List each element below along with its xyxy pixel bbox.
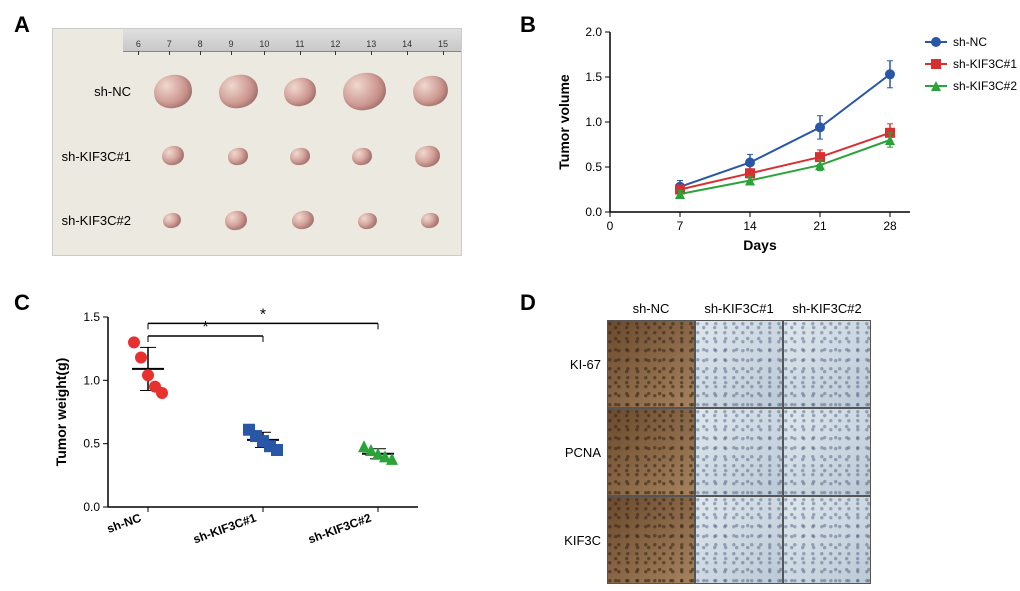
panel-b-label: B bbox=[520, 12, 536, 38]
tumor-specimen bbox=[357, 211, 378, 230]
tumor-row-label: sh-KIF3C#2 bbox=[53, 213, 141, 228]
tumor-specimen bbox=[224, 210, 248, 232]
panel-a-label: A bbox=[14, 12, 30, 38]
svg-text:2.0: 2.0 bbox=[585, 25, 602, 39]
scatter-chart: 0.0 0.5 1.0 1.5 Tumor weight(g) sh-NC sh-KIF3C… bbox=[50, 305, 470, 570]
tumor-specimen bbox=[152, 73, 194, 111]
ruler-tick: 8 bbox=[198, 39, 203, 51]
svg-text:28: 28 bbox=[883, 219, 897, 233]
ihc-row-header: PCNA bbox=[555, 408, 607, 496]
ruler-tick: 6 bbox=[136, 39, 141, 51]
svg-text:sh-NC: sh-NC bbox=[105, 511, 143, 536]
tumor-row: sh-NC bbox=[53, 59, 461, 124]
svg-text:21: 21 bbox=[813, 219, 827, 233]
svg-text:0.5: 0.5 bbox=[83, 437, 100, 451]
tumor-specimen bbox=[414, 144, 441, 168]
svg-text:sh-KIF3C#1: sh-KIF3C#1 bbox=[191, 511, 258, 547]
tumor-specimen bbox=[217, 72, 260, 110]
svg-text:sh-KIF3C#2: sh-KIF3C#2 bbox=[306, 511, 373, 547]
tumor-specimen bbox=[420, 212, 440, 230]
ihc-image bbox=[695, 408, 783, 496]
panel-d-label: D bbox=[520, 290, 536, 316]
ruler-tick: 14 bbox=[402, 39, 412, 51]
ihc-grid: sh-NCsh-KIF3C#1sh-KIF3C#2 KI-67PCNAKIF3C bbox=[555, 298, 871, 584]
ihc-row-header: KIF3C bbox=[555, 496, 607, 584]
svg-text:*: * bbox=[202, 319, 208, 336]
tumor-row: sh-KIF3C#2 bbox=[53, 188, 461, 253]
svg-text:7: 7 bbox=[677, 219, 684, 233]
ihc-col-header: sh-KIF3C#1 bbox=[695, 298, 783, 320]
panel-a: 6 7 8 9 10 11 12 13 14 15 sh-NC sh-KIF3C#1 sh-KIF3C… bbox=[52, 28, 462, 256]
svg-text:14: 14 bbox=[743, 219, 757, 233]
ruler-tick: 15 bbox=[438, 39, 448, 51]
ihc-image bbox=[695, 320, 783, 408]
legend-label: sh-NC bbox=[953, 35, 987, 49]
ruler-tick: 10 bbox=[259, 39, 269, 51]
tumor-specimen bbox=[282, 75, 318, 107]
svg-text:0.0: 0.0 bbox=[585, 205, 602, 219]
ihc-image bbox=[607, 496, 695, 584]
tumor-specimen bbox=[289, 146, 311, 165]
ruler-tick: 11 bbox=[295, 39, 304, 51]
ruler-tick: 12 bbox=[330, 39, 340, 51]
svg-text:Days: Days bbox=[743, 237, 777, 253]
ihc-image bbox=[607, 320, 695, 408]
panel-d: sh-NCsh-KIF3C#1sh-KIF3C#2 KI-67PCNAKIF3C bbox=[555, 298, 975, 588]
tumor-specimen bbox=[161, 145, 186, 167]
tumor-rows: sh-NC sh-KIF3C#1 sh-KIF3C#2 bbox=[53, 59, 461, 255]
tumor-specimen bbox=[162, 212, 182, 230]
svg-text:1.0: 1.0 bbox=[83, 373, 100, 387]
ihc-image bbox=[695, 496, 783, 584]
ihc-col-header: sh-NC bbox=[607, 298, 695, 320]
tumor-row-label: sh-NC bbox=[53, 84, 141, 99]
tumor-specimen bbox=[226, 146, 248, 165]
ihc-image bbox=[783, 408, 871, 496]
ruler: 6 7 8 9 10 11 12 13 14 15 bbox=[123, 29, 461, 52]
ruler-tick: 9 bbox=[229, 39, 234, 51]
svg-text:*: * bbox=[260, 306, 266, 323]
ihc-image bbox=[783, 496, 871, 584]
panel-c-label: C bbox=[14, 290, 30, 316]
panel-b: 0.0 0.5 1.0 1.5 2.0 0 7 14 21 28 Days Tumor volume s… bbox=[555, 22, 985, 252]
tumor-specimen bbox=[341, 70, 389, 113]
svg-text:Tumor volume: Tumor volume bbox=[556, 74, 572, 170]
ruler-tick: 7 bbox=[167, 39, 172, 51]
ruler-tick: 13 bbox=[366, 39, 376, 51]
svg-text:Tumor weight(g): Tumor weight(g) bbox=[53, 358, 69, 467]
tumor-specimen bbox=[290, 210, 314, 231]
panel-a-photo: 6 7 8 9 10 11 12 13 14 15 sh-NC sh-KIF3C#1 sh-KIF3C… bbox=[52, 28, 462, 256]
grid-corner bbox=[555, 298, 607, 320]
ihc-image bbox=[783, 320, 871, 408]
tumor-specimen bbox=[411, 74, 450, 108]
panel-c: 0.0 0.5 1.0 1.5 Tumor weight(g) sh-NC sh-KIF3C… bbox=[50, 305, 470, 570]
line-chart: 0.0 0.5 1.0 1.5 2.0 0 7 14 21 28 Days Tumor volume s… bbox=[555, 22, 985, 252]
ihc-row-header: KI-67 bbox=[555, 320, 607, 408]
svg-text:1.5: 1.5 bbox=[83, 310, 100, 324]
tumor-row-label: sh-KIF3C#1 bbox=[53, 149, 141, 164]
tumor-specimen bbox=[351, 146, 373, 165]
figure: A 6789101112131415 sh-NCsh-KIF3C#1sh-KIF… bbox=[10, 10, 1010, 581]
legend-label: sh-KIF3C#1 bbox=[953, 57, 1017, 71]
svg-text:0.5: 0.5 bbox=[585, 160, 602, 174]
tumor-row: sh-KIF3C#1 bbox=[53, 124, 461, 189]
svg-text:1.5: 1.5 bbox=[585, 70, 602, 84]
ihc-image bbox=[607, 408, 695, 496]
svg-text:0.0: 0.0 bbox=[83, 500, 100, 514]
svg-text:1.0: 1.0 bbox=[585, 115, 602, 129]
svg-text:0: 0 bbox=[607, 219, 614, 233]
legend-label: sh-KIF3C#2 bbox=[953, 79, 1017, 93]
ihc-col-header: sh-KIF3C#2 bbox=[783, 298, 871, 320]
